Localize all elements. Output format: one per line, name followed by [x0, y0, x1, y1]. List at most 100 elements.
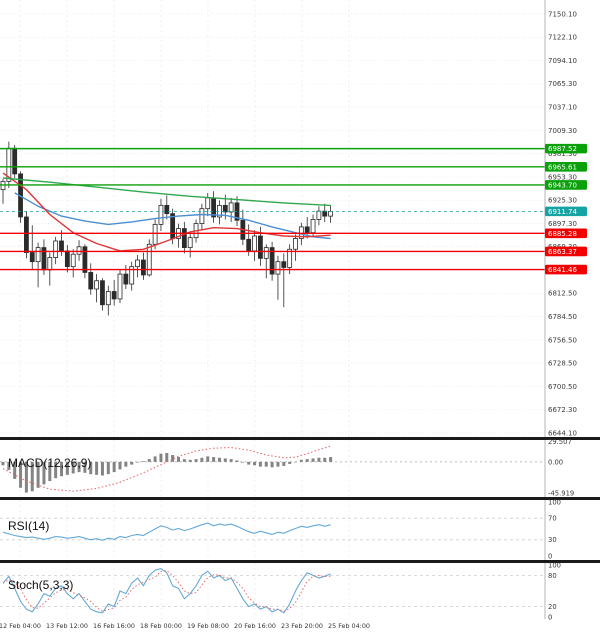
candle-up: [316, 210, 322, 220]
macd-histogram-bar: [264, 461, 268, 467]
macd-histogram-bar: [323, 457, 327, 462]
price-level-badge: [545, 246, 587, 257]
candle-up: [47, 257, 53, 271]
rsi-tick-label: 70: [548, 515, 557, 523]
macd-histogram-bar: [124, 461, 128, 467]
macd-histogram-bar: [77, 461, 81, 473]
candle-down: [181, 228, 187, 248]
macd-histogram-bar: [100, 461, 104, 476]
current-price-badge: [545, 206, 587, 217]
candle-down: [59, 240, 64, 252]
macd-histogram-bar: [241, 461, 245, 463]
candle-up: [76, 246, 82, 255]
price-tick-label: 6953.30: [548, 173, 577, 181]
candle-up: [117, 273, 123, 300]
rsi-line: [2, 522, 331, 541]
current-price-badge-text: 6911.74: [548, 208, 577, 216]
price-tick-label: 7009.30: [548, 127, 577, 135]
macd-histogram-bar: [206, 456, 210, 462]
candle-up: [252, 235, 257, 252]
price-level-badge-text: 6965.61: [548, 163, 577, 171]
candle-up: [94, 280, 99, 290]
time-tick-label: 13 Feb 12:00: [46, 622, 88, 630]
macd-histogram-bar: [13, 461, 17, 479]
candle-down: [211, 197, 217, 218]
macd-histogram-bar: [159, 453, 163, 462]
price-level-badge-text: 6943.70: [548, 182, 577, 190]
price-tick-label: 6728.50: [548, 360, 577, 368]
candle-down: [246, 238, 252, 252]
time-tick-label: 19 Feb 08:00: [187, 622, 229, 630]
price-level-badge-text: 6987.52: [548, 145, 577, 153]
macd-histogram-bar: [317, 457, 321, 462]
candle-down: [222, 204, 228, 213]
macd-histogram-bar: [112, 461, 116, 473]
price-tick-label: 7122.10: [548, 34, 577, 42]
candle-down: [304, 226, 310, 234]
candle-up: [105, 291, 111, 306]
stoch-tick-label: 0: [548, 613, 552, 621]
candle-up: [310, 219, 316, 234]
candle-down: [140, 259, 146, 276]
macd-histogram-bar: [60, 461, 63, 477]
candle-up: [199, 208, 205, 224]
price-tick-label: 7065.30: [548, 80, 577, 88]
time-tick-label: 18 Feb 00:00: [140, 622, 182, 630]
price-level-badge: [545, 161, 587, 172]
macd-histogram-bar: [71, 461, 75, 474]
candle-down: [82, 246, 88, 273]
price-tick-label: 7037.10: [548, 104, 577, 112]
candle-down: [111, 291, 117, 300]
macd-histogram-bar: [106, 461, 110, 475]
macd-histogram-bar: [229, 459, 233, 462]
candle-up: [35, 247, 41, 263]
candle-down: [322, 210, 328, 217]
macd-histogram-bar: [294, 461, 297, 463]
stoch-k-line: [2, 568, 331, 614]
time-tick-label: 23 Feb 20:00: [281, 622, 323, 630]
macd-histogram-bar: [223, 458, 227, 462]
price-level-badge-text: 6885.28: [548, 230, 577, 238]
macd-histogram-bar: [329, 457, 333, 462]
macd-histogram-bar: [235, 460, 239, 462]
stoch-tick-label: 20: [548, 603, 557, 611]
macd-histogram-bar: [299, 459, 303, 462]
macd-histogram-bar: [200, 457, 204, 462]
candle-up: [135, 259, 140, 268]
macd-histogram-bar: [19, 461, 23, 488]
price-tick-label: 6812.50: [548, 290, 577, 298]
candle-up: [328, 210, 334, 217]
candle-up: [158, 204, 164, 225]
candle-up: [146, 243, 152, 276]
macd-histogram-bar: [141, 461, 145, 462]
candle-up: [152, 224, 158, 245]
candle-down: [269, 247, 275, 275]
time-tick-label: 20 Feb 16:00: [234, 622, 276, 630]
stoch-d-line: [2, 569, 331, 612]
candle-up: [70, 253, 76, 268]
macd-histogram-bar: [95, 461, 99, 475]
time-tick-label: 25 Feb 04:00: [328, 622, 370, 630]
stoch-tick-label: 80: [548, 572, 557, 580]
candle-down: [64, 250, 70, 268]
price-level-badge: [545, 228, 587, 239]
price-level-badge-text: 6863.37: [548, 248, 577, 256]
macd-histogram-bar: [247, 461, 251, 465]
macd-histogram-bar: [130, 461, 134, 465]
price-tick-label: 6672.30: [548, 406, 577, 414]
macd-histogram-bar: [1, 461, 5, 466]
macd-histogram-bar: [48, 461, 52, 481]
candle-up: [293, 238, 298, 250]
candle-up: [228, 202, 234, 213]
price-tick-label: 6644.10: [548, 429, 577, 437]
macd-histogram-bar: [30, 461, 34, 492]
macd-signal-line: [2, 445, 331, 492]
rsi-tick-label: 30: [548, 536, 557, 544]
candle-up: [187, 237, 193, 248]
candle-down: [100, 280, 105, 306]
macd-histogram-bar: [276, 461, 280, 467]
macd-histogram-bar: [136, 461, 140, 463]
price-tick-label: 6756.50: [548, 336, 577, 344]
